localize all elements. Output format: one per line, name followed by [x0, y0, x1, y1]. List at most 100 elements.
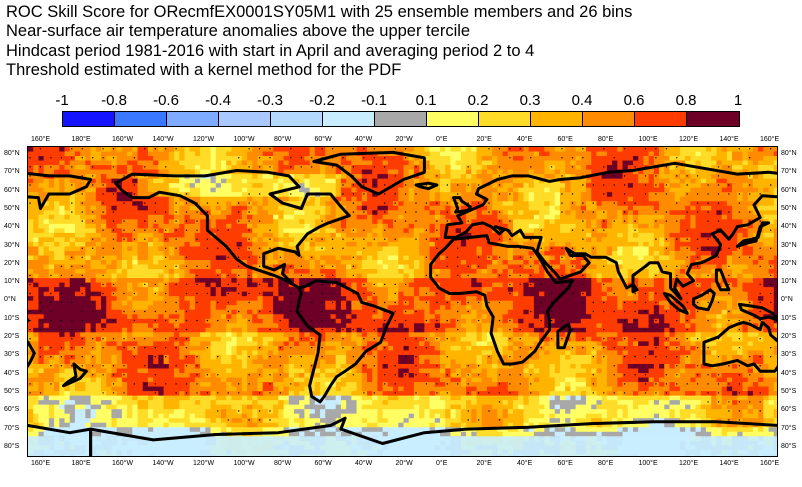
skill-cell: [601, 187, 608, 193]
skill-cell: [377, 223, 384, 229]
skill-cell: [440, 214, 446, 220]
skill-cell: [215, 219, 222, 225]
skill-cell: [147, 156, 154, 161]
skill-cell: [90, 223, 97, 229]
skill-cell: [142, 196, 149, 202]
skill-cell: [773, 196, 777, 202]
skill-cell: [711, 223, 717, 229]
skill-cell: [559, 264, 566, 270]
skill-cell: [184, 255, 191, 261]
skill-cell: [163, 214, 170, 220]
skill-cell: [361, 174, 368, 180]
skill-cell: [586, 273, 592, 279]
skill-cell: [335, 287, 342, 293]
skill-cell: [257, 147, 264, 152]
skill-cell: [64, 187, 71, 193]
skill-cell: [174, 246, 180, 252]
skill-cell: [33, 291, 39, 297]
skill-cell: [335, 187, 342, 193]
skill-cell: [184, 192, 191, 198]
skill-cell: [127, 255, 133, 261]
skill-cell: [340, 196, 347, 202]
skill-cell: [732, 264, 738, 270]
skill-cell: [179, 273, 185, 279]
skill-cell: [236, 282, 243, 288]
skill-cell: [570, 223, 577, 229]
skill-cell: [601, 205, 608, 211]
skill-cell: [28, 282, 34, 288]
skill-cell: [632, 296, 639, 302]
skill-cell: [267, 287, 274, 293]
skill-cell: [622, 196, 629, 202]
skill-cell: [231, 174, 238, 180]
skill-cell: [502, 250, 509, 256]
skill-cell: [64, 269, 71, 274]
skill-cell: [288, 156, 295, 161]
skill-cell: [554, 187, 561, 193]
skill-cell: [314, 219, 321, 225]
skill-cell: [267, 201, 274, 207]
skill-cell: [132, 291, 138, 297]
skill-cell: [393, 250, 399, 256]
skill-cell: [325, 269, 331, 274]
skill-cell: [518, 223, 524, 229]
skill-cell: [413, 246, 420, 252]
skill-cell: [309, 260, 316, 265]
skill-cell: [419, 187, 425, 193]
skill-cell: [215, 300, 222, 306]
skill-cell: [351, 250, 357, 256]
skill-cell: [419, 291, 425, 297]
skill-cell: [737, 219, 743, 225]
skill-cell: [617, 147, 623, 152]
skill-cell: [179, 250, 185, 256]
skill-cell: [179, 269, 185, 274]
skill-cell: [570, 296, 577, 302]
skill-cell: [601, 237, 608, 243]
skill-cell: [273, 210, 279, 216]
colorbar-box-3: [219, 112, 271, 126]
skill-cell: [768, 219, 775, 225]
skill-cell: [48, 278, 55, 284]
skill-cell: [106, 228, 112, 234]
skill-cell: [570, 210, 577, 216]
skill-cell: [366, 160, 373, 166]
skill-cell: [695, 178, 702, 184]
skill-cell: [132, 282, 138, 288]
skill-cell: [147, 196, 154, 202]
skill-cell: [544, 287, 550, 293]
skill-cell: [497, 196, 503, 202]
skill-cell: [111, 300, 118, 306]
skill-cell: [424, 205, 430, 211]
skill-cell: [393, 291, 399, 297]
skill-cell: [486, 196, 493, 202]
skill-cell: [147, 210, 154, 216]
skill-cell: [471, 278, 477, 284]
skill-cell: [726, 241, 733, 247]
skill-cell: [184, 228, 191, 234]
skill-cell: [351, 287, 357, 293]
skill-cell: [549, 232, 556, 238]
skill-cell: [90, 287, 97, 293]
skill-cell: [763, 278, 769, 284]
skill-cell: [523, 151, 530, 157]
skill-cell: [695, 269, 702, 274]
skill-cell: [486, 246, 493, 252]
skill-cell: [726, 196, 733, 202]
skill-cell: [116, 187, 123, 193]
skill-cell: [168, 210, 175, 216]
skill-cell: [330, 260, 337, 265]
skill-cell: [335, 269, 342, 274]
skill-cell: [335, 237, 342, 243]
skill-cell: [194, 210, 201, 216]
skill-cell: [314, 269, 321, 274]
skill-cell: [137, 269, 144, 274]
skill-cell: [174, 205, 180, 211]
skill-cell: [28, 205, 34, 211]
skill-cell: [726, 278, 733, 284]
skill-cell: [413, 260, 420, 265]
skill-cell: [695, 160, 702, 166]
skill-cell: [492, 232, 498, 238]
skill-cell: [424, 192, 430, 198]
skill-cell: [554, 210, 561, 216]
skill-cell: [127, 232, 133, 238]
